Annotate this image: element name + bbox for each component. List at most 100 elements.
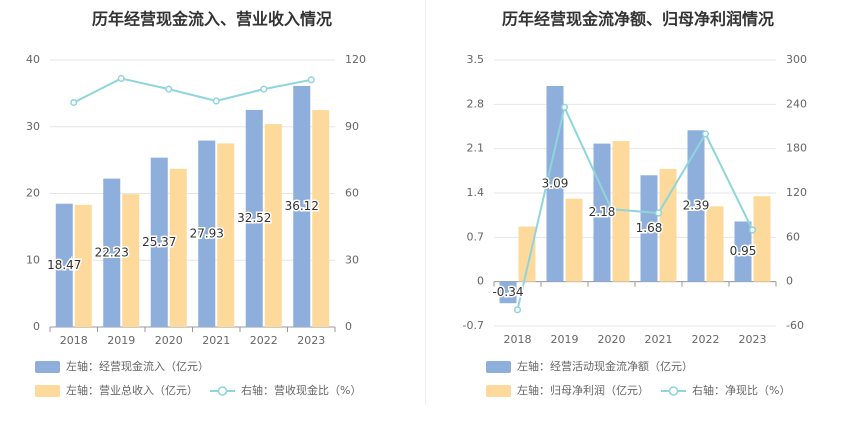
data-label: 1.68 [636, 221, 663, 235]
bar-series-2 [74, 204, 92, 327]
chart-panel-right: 历年经营现金流净额、归母净利润情况 -0.7 0 0.7 1.4 2.1 2.8 3.5 -60… [426, 0, 850, 437]
left-axis-tick-label: 2.8 [467, 97, 485, 110]
bar-series-1 [103, 178, 121, 327]
bar-series-2 [659, 168, 677, 282]
left-axis-tick-label: 2.1 [467, 142, 485, 155]
legend-item-3-label: 右轴：营收现金比（%） [241, 383, 361, 397]
right-axis-tick-label: 300 [786, 53, 807, 66]
bar-series-2 [753, 196, 771, 282]
line-point [165, 85, 173, 93]
right-axis-tick-label: 0 [345, 320, 352, 333]
bar-series-2 [217, 143, 235, 327]
right-axis-tick-label: 120 [786, 186, 807, 199]
left-axis-tick-label: 20 [26, 187, 40, 200]
data-label: 2.39 [683, 198, 710, 212]
left-axis-tick-label: -0.7 [463, 319, 484, 332]
chart-title: 历年经营现金流净额、归母净利润情况 [502, 10, 774, 29]
right-axis-tick-label: 240 [786, 97, 807, 110]
left-axis-tick-label: 1.4 [467, 186, 485, 199]
x-axis-tick-label: 2019 [107, 334, 135, 347]
left-axis-tick-label: 10 [26, 253, 40, 266]
data-label: 25.37 [142, 235, 176, 249]
x-axis-tick-label: 2022 [692, 333, 720, 346]
data-label: 32.52 [237, 211, 271, 225]
x-axis-tick-label: 2018 [60, 334, 88, 347]
x-axis-tick-label: 2021 [202, 334, 230, 347]
bar-series-2 [565, 198, 583, 282]
line-point [117, 74, 125, 83]
line-point [654, 209, 663, 217]
legend-item-3-marker [217, 386, 228, 396]
data-label: 18.47 [47, 258, 81, 272]
right-axis-tick-label: -60 [786, 319, 804, 332]
x-axis-tick-label: 2023 [739, 333, 767, 346]
chart-title: 历年经营现金流入、营业收入情况 [92, 10, 332, 29]
legend-item-3-marker [668, 386, 679, 396]
bar-series-1 [150, 157, 168, 327]
bar-series-2 [122, 194, 140, 327]
line-point [513, 306, 522, 314]
data-label: 2.18 [589, 205, 616, 219]
line-point [70, 98, 78, 107]
data-label: 27.93 [190, 226, 224, 240]
bar-series-1 [198, 140, 216, 327]
x-axis-tick-label: 2020 [155, 334, 183, 347]
x-axis-tick-label: 2020 [598, 333, 626, 346]
legend-item-1-swatch [486, 361, 511, 373]
line-point [607, 205, 616, 213]
bar-series-1 [293, 85, 311, 327]
left-axis-tick-label: 30 [26, 120, 40, 133]
legend-item-2-label: 左轴：营业总收入（亿元） [66, 383, 198, 397]
bar-series-1 [55, 203, 73, 327]
right-axis-tick-label: 30 [345, 253, 359, 266]
line-point [212, 97, 220, 105]
bar-series-2 [312, 110, 330, 327]
left-axis-tick-label: 0 [33, 320, 40, 333]
data-label: -0.34 [492, 285, 523, 299]
bar-series-1 [499, 281, 517, 304]
data-label: 36.12 [285, 199, 319, 213]
legend-item-2-label: 左轴：归母净利润（亿元） [517, 383, 649, 397]
legend-item-3-label: 右轴：净现比（%） [692, 383, 790, 397]
legend-item-1-swatch [35, 361, 60, 373]
right-axis-tick-label: 0 [786, 275, 793, 288]
legend-item-1-label: 左轴：经营现金流入（亿元） [66, 359, 209, 373]
left-axis-tick-label: 0.7 [467, 230, 485, 243]
legend-item-2-swatch [486, 385, 511, 397]
bar-series-2 [169, 168, 187, 327]
data-label: 0.95 [730, 244, 757, 258]
bar-series-1 [687, 130, 705, 282]
left-axis-tick-label: 3.5 [467, 53, 485, 66]
x-axis-tick-label: 2021 [645, 333, 673, 346]
bar-series-1 [734, 221, 752, 282]
right-axis-tick-label: 60 [786, 230, 800, 243]
cash-inflow-revenue-chart: 历年经营现金流入、营业收入情况 0 10 20 30 40 0 30 60 90 120 2018 20… [26, 10, 366, 397]
x-axis-tick-label: 2023 [297, 334, 325, 347]
chart-panel-left: 历年经营现金流入、营业收入情况 0 10 20 30 40 0 30 60 90 120 2018 20… [0, 0, 425, 437]
data-label: 22.23 [95, 245, 129, 259]
bar-series-2 [518, 226, 536, 282]
x-axis-tick-label: 2019 [551, 333, 579, 346]
right-axis-tick-label: 180 [786, 142, 807, 155]
bar-series-1 [245, 109, 263, 327]
bar-series-2 [264, 124, 282, 327]
panel-divider [425, 0, 426, 405]
x-axis-tick-label: 2018 [504, 333, 532, 346]
legend-item-1-label: 左轴：经营活动现金流净额（亿元） [517, 359, 693, 373]
left-axis-tick-label: 0 [477, 275, 484, 288]
x-axis-tick-label: 2022 [250, 334, 278, 347]
line-point [748, 226, 757, 234]
line-point [307, 76, 315, 84]
data-label: 3.09 [542, 176, 569, 190]
bar-series-1 [640, 175, 658, 282]
left-axis-tick-label: 40 [26, 53, 40, 66]
line-point [701, 130, 710, 138]
bar-series-1 [546, 85, 564, 282]
bar-series-2 [706, 206, 724, 282]
net-cashflow-profit-chart: 历年经营现金流净额、归母净利润情况 -0.7 0 0.7 1.4 2.1 2.8 3.5 -60… [463, 10, 807, 397]
line-series [73, 77, 312, 104]
line-point [560, 103, 569, 111]
right-axis-tick-label: 120 [345, 53, 366, 66]
line-series [516, 104, 754, 310]
